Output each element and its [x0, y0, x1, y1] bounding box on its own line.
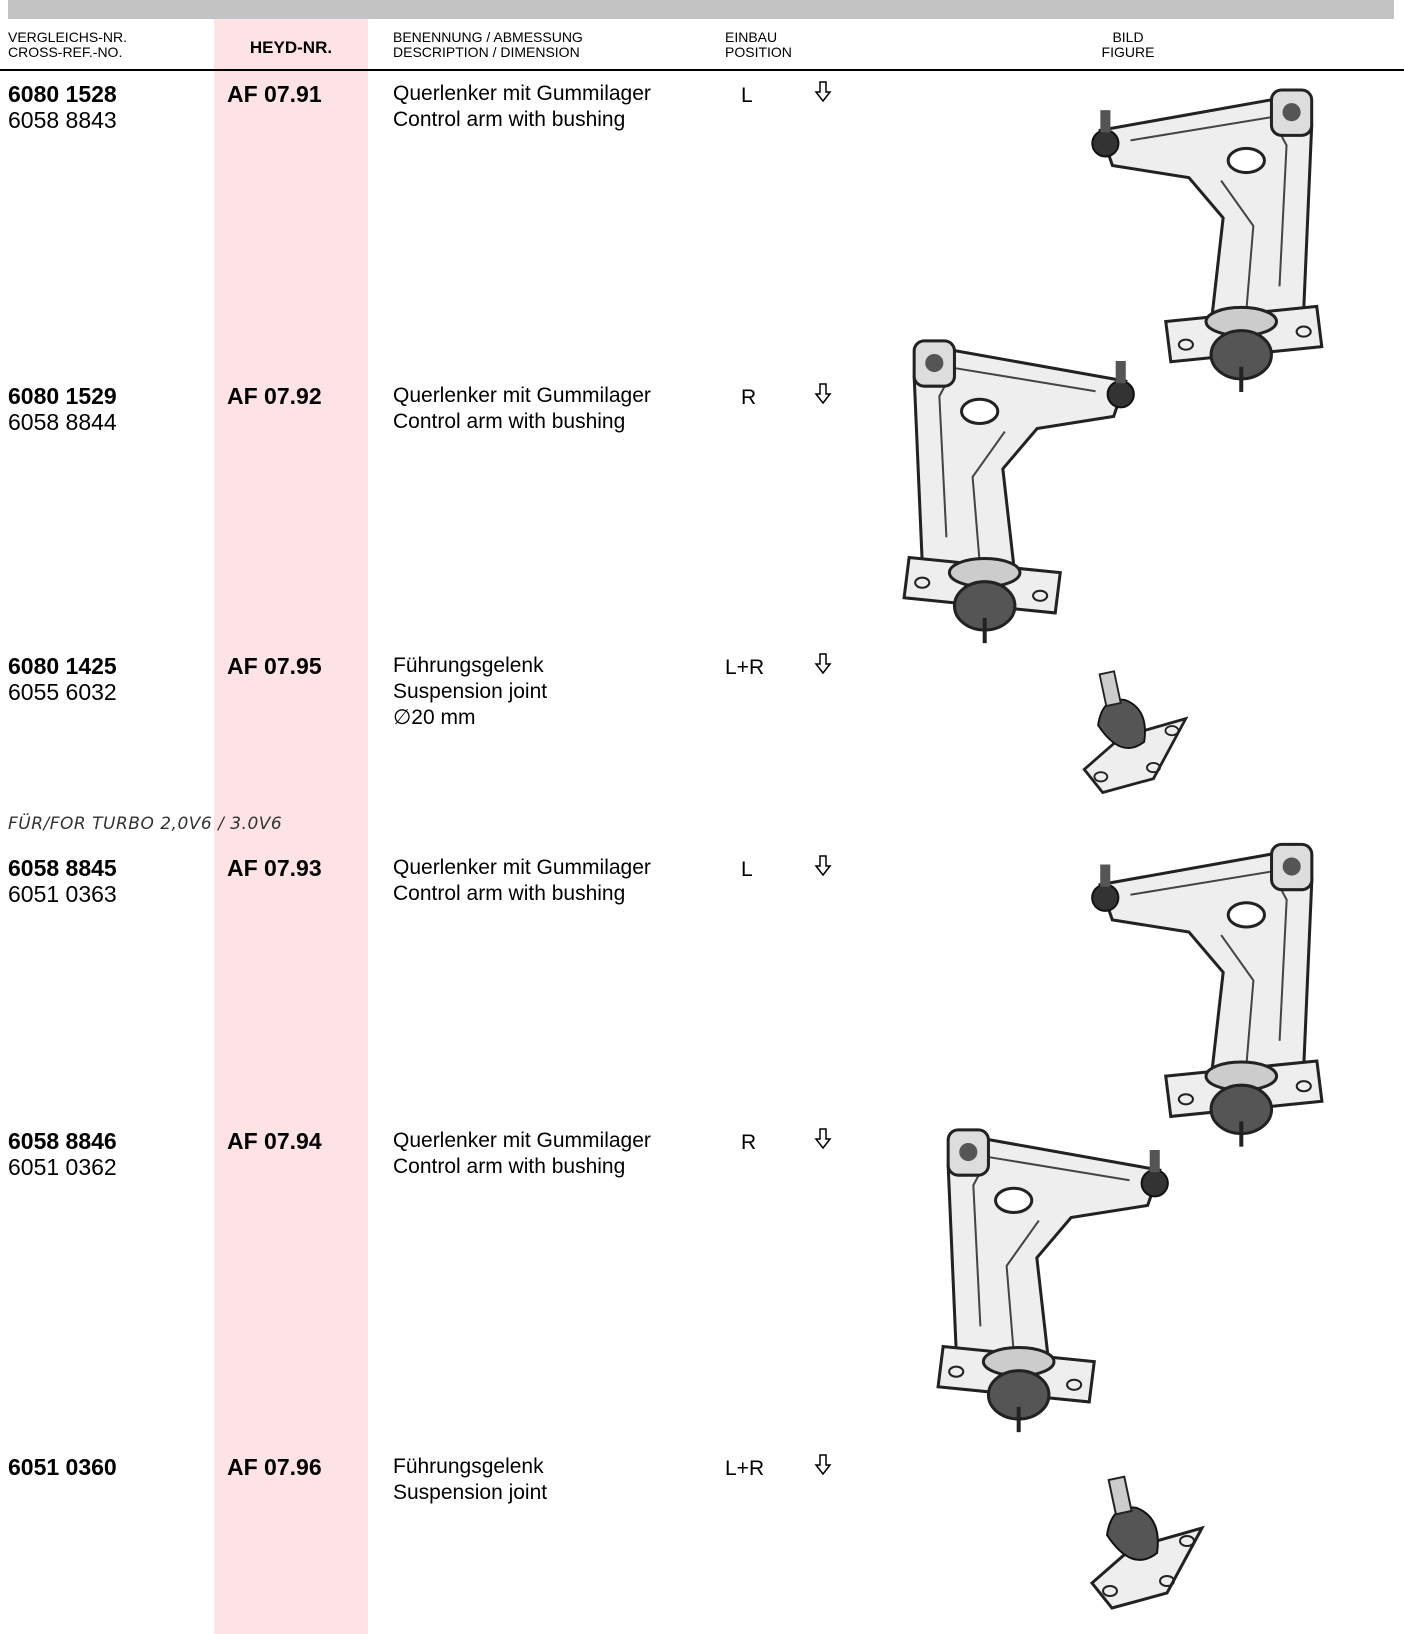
ref-number: 6058 8845	[8, 855, 117, 881]
description: Querlenker mit Gummilager	[393, 384, 651, 407]
header-text: FIGURE	[1101, 44, 1155, 60]
header-text: BILD	[1112, 29, 1144, 45]
header-col4: EINBAU POSITION	[725, 30, 792, 60]
heyd-number: AF 07.96	[227, 1454, 322, 1480]
ref-number-2: 6058 8843	[8, 107, 117, 133]
position: L	[741, 84, 753, 107]
header-text: DESCRIPTION / DIMENSION	[393, 44, 580, 60]
description: Querlenker mit Gummilager	[393, 82, 651, 105]
description: Suspension joint	[393, 1481, 548, 1504]
position: L+R	[725, 1457, 765, 1480]
position: L	[741, 858, 753, 881]
heyd-column	[214, 19, 368, 1634]
heyd-number: AF 07.94	[227, 1128, 322, 1154]
description: Control arm with bushing	[393, 108, 626, 131]
ref-number: 6080 1425	[8, 653, 117, 679]
arrow-icon	[814, 383, 832, 405]
control-arm-figure	[1092, 844, 1322, 1146]
heyd-number: AF 07.91	[227, 81, 322, 107]
heyd-number: AF 07.95	[227, 653, 322, 679]
ref-number: 6080 1529	[8, 383, 117, 409]
header-text: POSITION	[725, 44, 792, 60]
header-col3: BENENNUNG / ABMESSUNG DESCRIPTION / DIMEN…	[393, 30, 583, 60]
header-col5: BILD FIGURE	[1028, 30, 1228, 60]
header-text: CROSS-REF.-NO.	[8, 44, 123, 60]
joint-figure	[1082, 669, 1188, 794]
ref-number-2: 6051 0362	[8, 1154, 117, 1180]
header-col2: HEYD-NR.	[249, 38, 333, 57]
description: Suspension joint	[393, 680, 548, 703]
ref-number: 6058 8846	[8, 1128, 117, 1154]
header-col1: VERGLEICHS-NR. CROSS-REF.-NO.	[8, 30, 127, 60]
arrow-icon	[814, 1454, 832, 1476]
heyd-number: AF 07.93	[227, 855, 322, 881]
description: Führungsgelenk	[393, 1455, 544, 1478]
joint-figure	[1090, 1475, 1204, 1610]
description: Control arm with bushing	[393, 1155, 626, 1178]
heyd-number: AF 07.92	[227, 383, 322, 409]
header-text: EINBAU	[725, 29, 778, 45]
position: R	[741, 1131, 757, 1154]
header-rule	[0, 69, 1404, 71]
arrow-icon	[814, 653, 832, 675]
position: L+R	[725, 656, 765, 679]
top-bar	[8, 0, 1394, 19]
description: Querlenker mit Gummilager	[393, 1129, 651, 1152]
ref-number: 6080 1528	[8, 81, 117, 107]
ref-number-2: 6058 8844	[8, 409, 117, 435]
ref-number-2: 6055 6032	[8, 679, 117, 705]
arrow-icon	[814, 1128, 832, 1150]
position: R	[741, 386, 757, 409]
description: Control arm with bushing	[393, 410, 626, 433]
ref-number: 6051 0360	[8, 1454, 117, 1480]
description: Control arm with bushing	[393, 882, 626, 905]
description: Führungsgelenk	[393, 654, 544, 677]
description: ∅20 mm	[393, 706, 476, 729]
section-note: FÜR/FOR TURBO 2,0V6 / 3.0V6	[8, 814, 283, 834]
description: Querlenker mit Gummilager	[393, 856, 651, 879]
header-text: BENENNUNG / ABMESSUNG	[393, 29, 583, 45]
arrow-icon	[814, 855, 832, 877]
arrow-icon	[814, 81, 832, 103]
control-arm-figure	[904, 341, 1134, 643]
ref-number-2: 6051 0363	[8, 881, 117, 907]
header-text: VERGLEICHS-NR.	[8, 29, 128, 45]
control-arm-figure	[1092, 90, 1321, 392]
control-arm-figure	[938, 1130, 1168, 1432]
